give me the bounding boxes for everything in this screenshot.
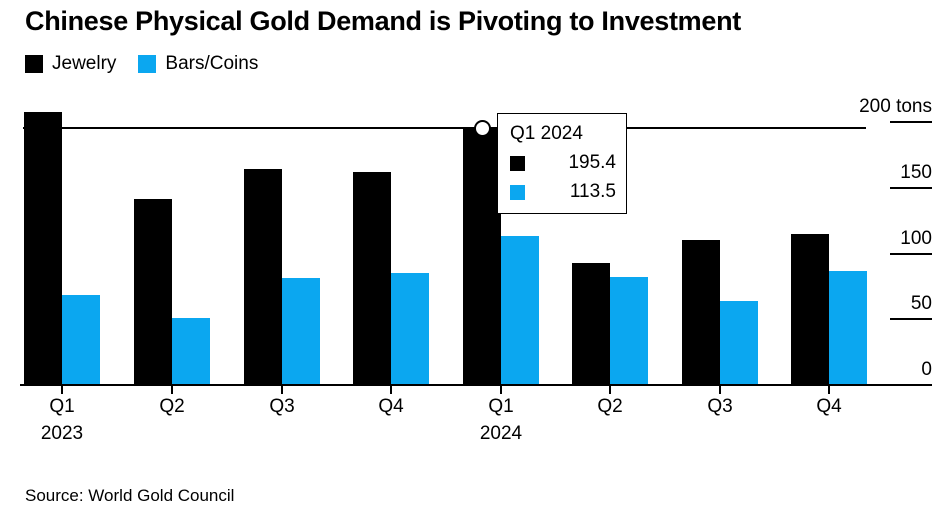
y-tick-200 <box>890 121 932 123</box>
x-tick-q2-2023 <box>171 385 173 394</box>
bar-jewelry-q3-2023[interactable] <box>244 168 282 385</box>
bar-jewelry-q4-2023[interactable] <box>353 171 391 385</box>
bar-jewelry-q1-2023[interactable] <box>24 111 62 385</box>
x-tick-label-q1-2024: Q1 <box>488 396 514 417</box>
legend-item-jewelry: Jewelry <box>25 53 116 75</box>
bar-bars-coins-q4-2023[interactable] <box>391 273 429 385</box>
bar-bars-coins-q2-2023[interactable] <box>172 317 210 385</box>
x-tick-label-q2-2024: Q2 <box>597 396 623 417</box>
bar-jewelry-q4-2024[interactable] <box>791 233 829 385</box>
legend-item-bars-coins: Bars/Coins <box>138 53 258 75</box>
bar-jewelry-q2-2024[interactable] <box>572 262 610 385</box>
x-tick-q2-2024 <box>609 385 611 394</box>
hover-tooltip: Q1 2024 195.4 113.5 <box>497 113 627 214</box>
y-tick-150 <box>890 186 932 189</box>
x-tick-q1-2024 <box>500 385 502 394</box>
bars-coins-swatch-icon <box>138 55 157 73</box>
bar-jewelry-q2-2023[interactable] <box>134 199 172 385</box>
tooltip-title: Q1 2024 <box>510 123 583 144</box>
bars-coins-swatch-icon <box>510 184 525 200</box>
x-tick-label-q1-2023: Q1 <box>49 396 75 417</box>
y-tick-50 <box>890 318 932 321</box>
x-tick-q4-2024 <box>828 385 830 394</box>
x-tick-q3-2023 <box>281 385 283 394</box>
y-tick-label-50: 50 <box>910 293 932 315</box>
bar-bars-coins-q3-2024[interactable] <box>720 300 758 385</box>
x-tick-label-q4-2023: Q4 <box>378 396 404 417</box>
legend-label-jewelry: Jewelry <box>52 53 117 74</box>
jewelry-swatch-icon <box>510 155 525 171</box>
bar-bars-coins-q1-2023[interactable] <box>62 295 100 385</box>
tooltip-value-jewelry: 195.4 <box>568 152 616 173</box>
source-attribution: Source: World Gold Council <box>25 486 235 505</box>
x-tick-q1-2023 <box>61 385 63 394</box>
y-tick-100 <box>890 252 932 255</box>
hover-crosshair-line <box>23 127 866 129</box>
legend: Jewelry Bars/Coins <box>25 53 258 75</box>
x-tick-label-q3-2024: Q3 <box>707 396 733 417</box>
tooltip-row-jewelry: 195.4 <box>510 152 616 174</box>
bar-jewelry-q3-2024[interactable] <box>682 240 720 385</box>
tooltip-row-bars-coins: 113.5 <box>510 181 616 203</box>
y-tick-label-150: 150 <box>900 161 932 183</box>
x-year-label-2024: 2024 <box>479 423 523 444</box>
y-tick-label-100: 100 <box>900 227 932 249</box>
x-tick-label-q2-2023: Q2 <box>159 396 185 417</box>
y-tick-label-200: 200 tons <box>859 96 932 117</box>
x-tick-q3-2024 <box>719 385 721 394</box>
x-tick-label-q3-2023: Q3 <box>269 396 295 417</box>
jewelry-swatch-icon <box>25 55 43 73</box>
x-axis-line <box>20 384 932 386</box>
x-tick-label-q4-2024: Q4 <box>816 396 842 417</box>
hover-point-marker <box>473 119 491 137</box>
tooltip-value-bars-coins: 113.5 <box>569 181 616 202</box>
y-tick-label-0: 0 <box>921 359 932 380</box>
legend-label-bars-coins: Bars/Coins <box>165 53 259 74</box>
bar-bars-coins-q1-2024[interactable] <box>501 235 539 385</box>
page-title: Chinese Physical Gold Demand is Pivoting… <box>25 6 741 36</box>
x-year-label-2023: 2023 <box>40 423 84 444</box>
bar-jewelry-q1-2024[interactable] <box>463 128 501 385</box>
bar-bars-coins-q4-2024[interactable] <box>829 270 867 385</box>
bar-bars-coins-q3-2023[interactable] <box>282 277 320 385</box>
bar-bars-coins-q2-2024[interactable] <box>610 277 648 385</box>
x-tick-q4-2023 <box>390 385 392 394</box>
